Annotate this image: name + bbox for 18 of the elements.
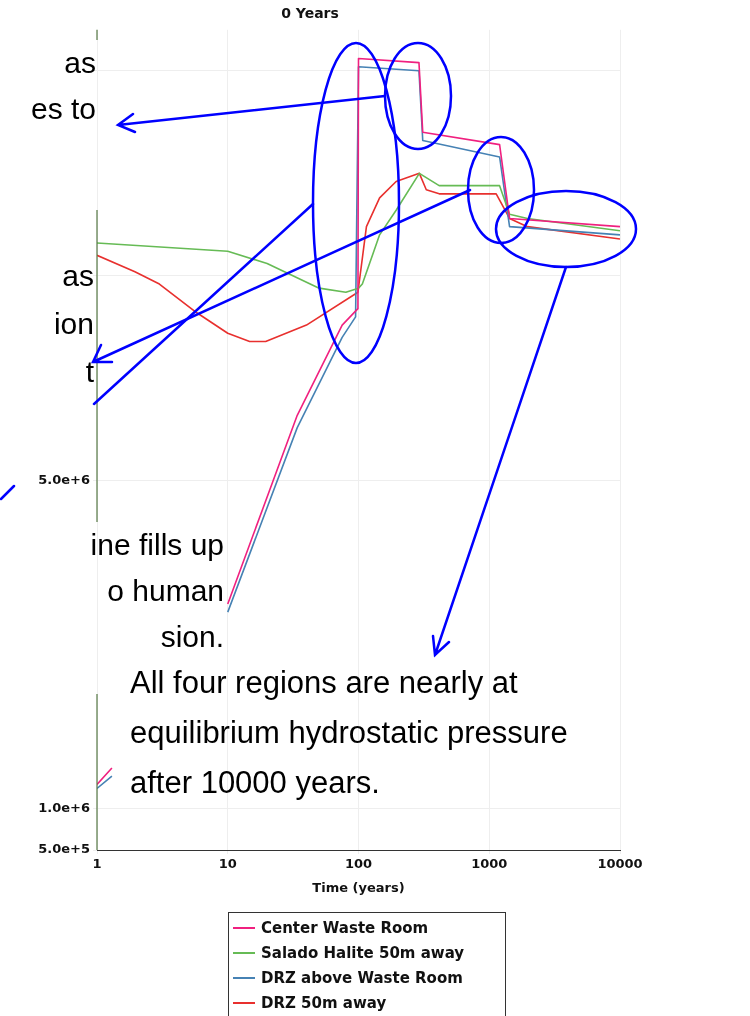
text: as ion t [52, 258, 94, 390]
x-tick-label: 10 [218, 856, 237, 872]
x-tick-label: 10000 [597, 856, 643, 872]
chart-title: 0 Years [281, 5, 339, 22]
y-tick-label: 5.0e+5 [38, 841, 90, 857]
x-tick-label: 1 [92, 856, 102, 872]
x-axis-title: Time (years) [312, 879, 405, 895]
legend-label: Salado Halite 50m away [261, 943, 465, 962]
annotation: All four regions are nearly at equilibrium hydrostatic pressure after 10000 years. [129, 664, 569, 800]
legend-label: DRZ above Waste Room [261, 968, 463, 987]
x-tick-label: 1000 [471, 856, 508, 872]
legend-label: DRZ 50m away [261, 993, 387, 1012]
annotation: ine fills up o human sion. [90, 528, 224, 653]
x-tick-label: 100 [344, 856, 373, 872]
y-tick-label: 1.0e+6 [38, 800, 90, 816]
y-tick-label: 5.0e+6 [38, 472, 90, 488]
legend-label: Center Waste Room [261, 918, 429, 937]
text: as es to [29, 45, 96, 127]
